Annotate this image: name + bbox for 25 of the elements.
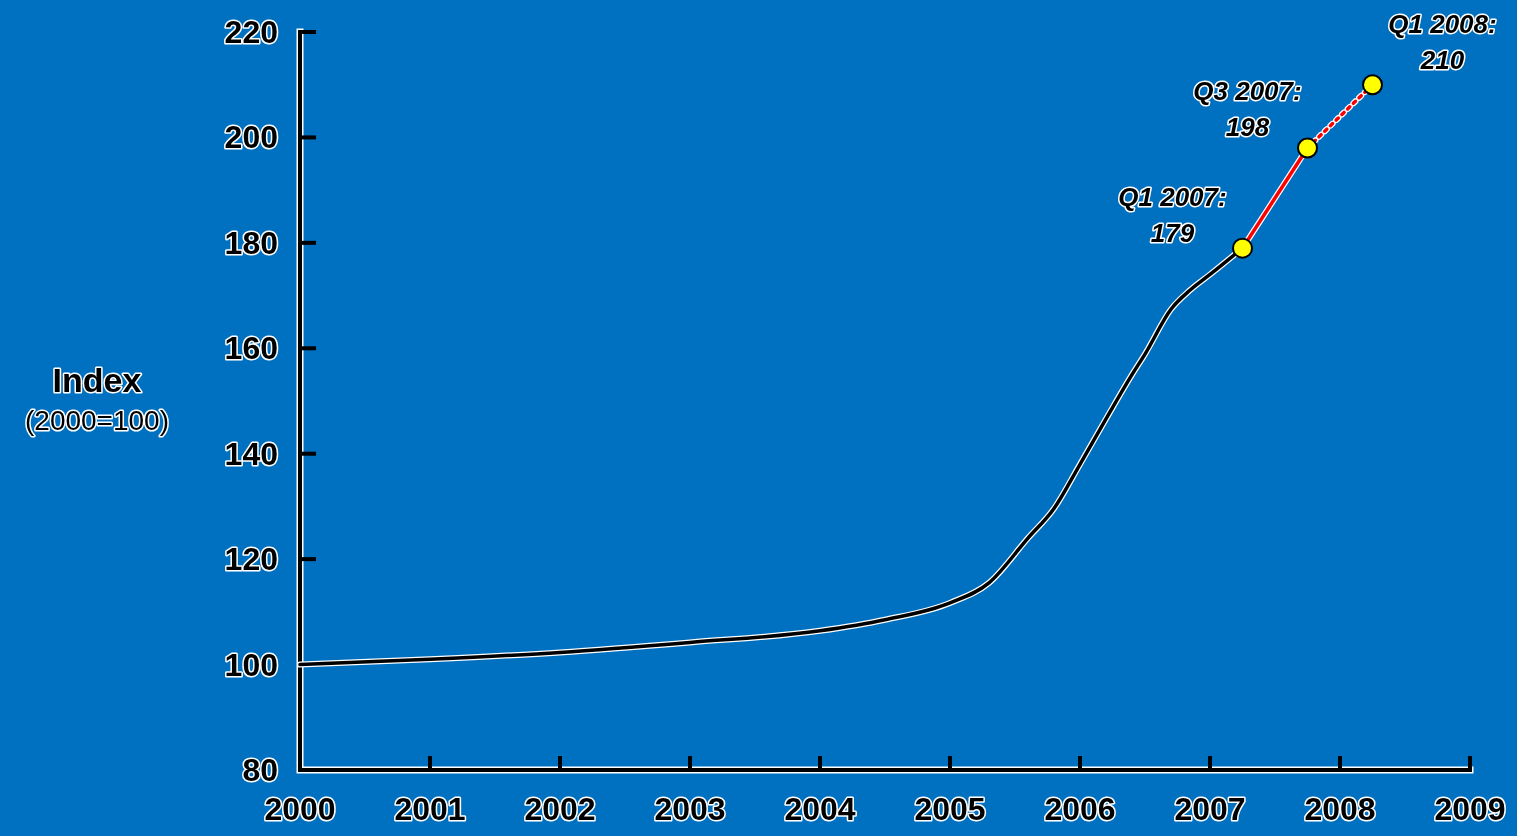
y-tick-label: 100	[224, 646, 278, 683]
annotation: Q1 2008: 210	[1388, 8, 1497, 75]
x-tick-label: 2004	[784, 791, 856, 827]
point	[1362, 74, 1383, 96]
x-tick-label: 2007	[1174, 791, 1246, 827]
y-tick-label: 180	[224, 224, 278, 261]
y-tick-label: 80	[242, 752, 278, 788]
x-tick-label: 2002	[524, 791, 596, 827]
x-tick-label: 2000	[264, 791, 336, 827]
annotation: Q1 2007: 179	[1118, 182, 1227, 249]
point	[1232, 237, 1253, 259]
y-tick-label: 140	[224, 435, 278, 472]
x-tick-label: 2003	[654, 791, 726, 827]
y-axis-title: Index (2000=100)	[24, 361, 170, 436]
y-tick-label: 120	[224, 541, 278, 578]
x-tick-label: 2008	[1304, 791, 1376, 827]
x-tick-label: 2005	[914, 791, 986, 827]
x-tick-label: 2009	[1434, 791, 1506, 827]
x-tick-label: 2001	[394, 791, 466, 827]
y-tick-label: 220	[224, 14, 278, 50]
y-tick-label: 160	[224, 330, 278, 367]
point	[1297, 137, 1318, 159]
annotation: Q3 2007: 198	[1193, 75, 1302, 142]
x-tick-label: 2006	[1044, 791, 1116, 827]
y-tick-label: 200	[224, 119, 278, 156]
